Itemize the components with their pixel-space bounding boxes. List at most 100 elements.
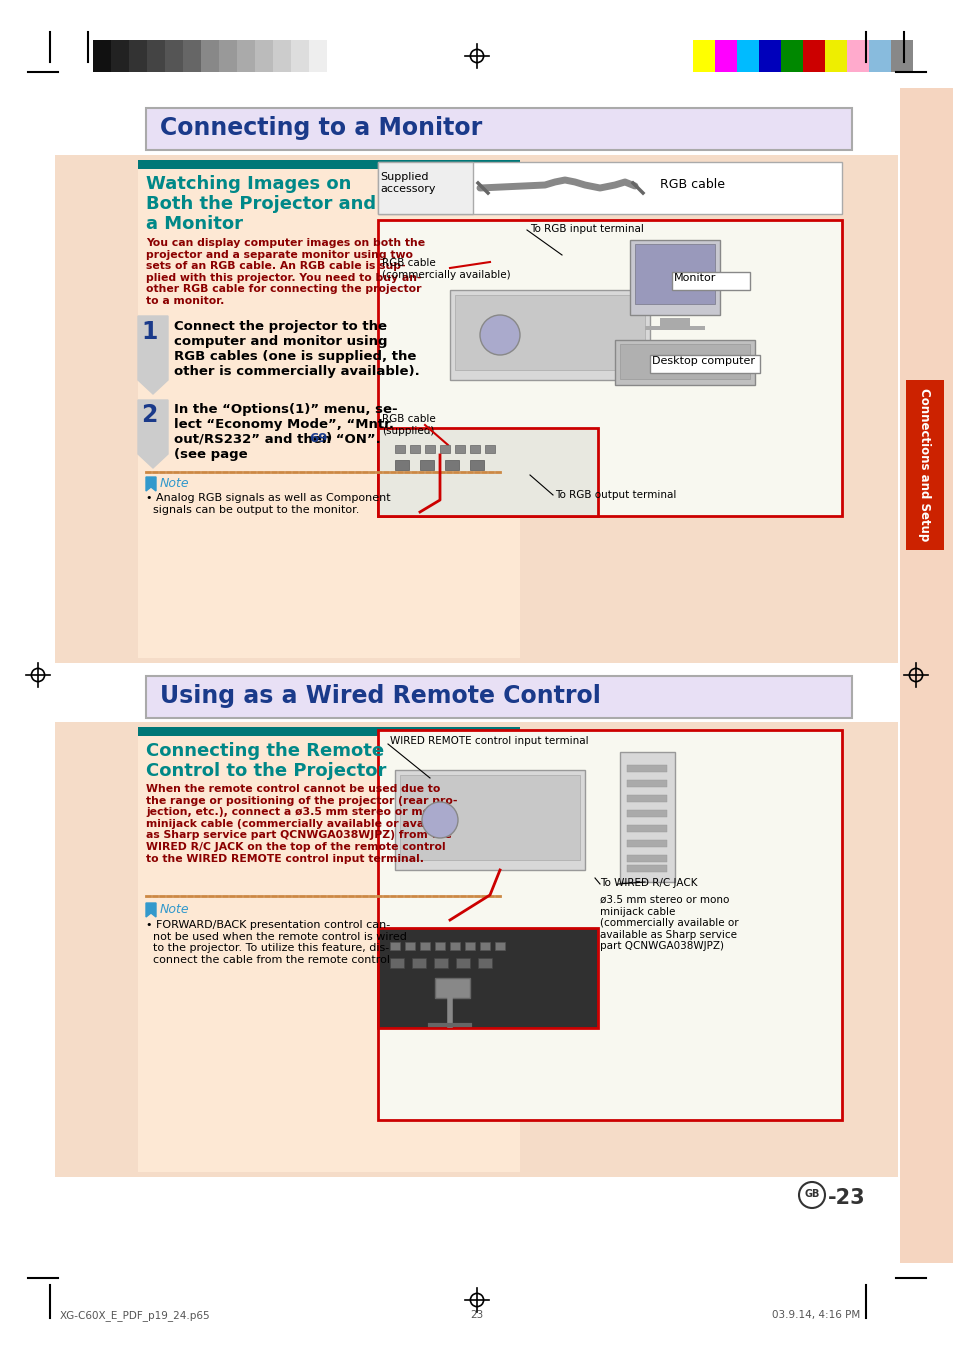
Bar — [905, 380, 943, 550]
Bar — [219, 41, 236, 72]
Bar — [138, 159, 519, 658]
Text: Desktop computer: Desktop computer — [651, 357, 754, 366]
Text: ø3.5 mm stereo or mono
minijack cable
(commercially available or
available as Sh: ø3.5 mm stereo or mono minijack cable (c… — [599, 894, 738, 951]
Bar — [395, 444, 405, 453]
Text: 23: 23 — [470, 1310, 483, 1320]
Polygon shape — [146, 902, 156, 917]
Circle shape — [421, 802, 457, 838]
Bar — [470, 444, 479, 453]
Text: -23: -23 — [827, 1188, 864, 1208]
Bar — [692, 41, 714, 72]
Bar — [626, 825, 666, 832]
Bar — [635, 245, 714, 304]
Bar — [377, 928, 598, 1028]
Text: Connecting to a Monitor: Connecting to a Monitor — [160, 116, 482, 141]
Polygon shape — [138, 316, 168, 394]
Text: 2: 2 — [141, 403, 157, 427]
Bar — [395, 770, 584, 870]
Bar — [455, 295, 644, 370]
Bar — [291, 41, 309, 72]
Bar — [55, 721, 897, 1177]
Bar — [309, 41, 327, 72]
Text: 69: 69 — [309, 432, 327, 444]
Bar — [824, 41, 846, 72]
Text: RGB cable
(commercially available): RGB cable (commercially available) — [381, 258, 510, 280]
Bar — [649, 355, 760, 373]
Text: To WIRED R/C JACK: To WIRED R/C JACK — [599, 878, 697, 888]
Bar — [419, 459, 434, 470]
Bar — [629, 240, 720, 315]
Bar — [129, 41, 147, 72]
Bar — [273, 41, 291, 72]
Bar — [165, 41, 183, 72]
Bar — [644, 326, 704, 330]
Bar — [484, 444, 495, 453]
Bar — [759, 41, 781, 72]
Bar — [410, 444, 419, 453]
Bar — [412, 958, 426, 969]
Bar — [868, 41, 890, 72]
Bar — [626, 840, 666, 847]
Text: GB: GB — [803, 1189, 819, 1198]
Bar — [846, 41, 868, 72]
Text: RGB cable
(supplied): RGB cable (supplied) — [381, 413, 436, 435]
Bar — [615, 340, 754, 385]
Bar — [456, 958, 470, 969]
Text: To RGB input terminal: To RGB input terminal — [530, 224, 643, 234]
Text: XG-C60X_E_PDF_p19_24.p65: XG-C60X_E_PDF_p19_24.p65 — [60, 1310, 211, 1321]
Bar — [419, 942, 430, 950]
Bar — [405, 942, 415, 950]
Bar — [183, 41, 201, 72]
Bar — [619, 345, 749, 380]
Bar — [479, 942, 490, 950]
Bar — [619, 753, 675, 882]
Bar — [146, 676, 851, 717]
Text: In the “Options(1)” menu, se-
lect “Economy Mode”, “Mntr.
out/RS232” and then “O: In the “Options(1)” menu, se- lect “Econ… — [173, 403, 397, 461]
Text: Using as a Wired Remote Control: Using as a Wired Remote Control — [160, 684, 600, 708]
Bar — [477, 958, 492, 969]
Text: a Monitor: a Monitor — [146, 215, 243, 232]
Text: 03.9.14, 4:16 PM: 03.9.14, 4:16 PM — [771, 1310, 859, 1320]
Bar — [714, 41, 737, 72]
Bar — [146, 108, 851, 150]
Bar — [377, 162, 473, 213]
Text: Control to the Projector: Control to the Projector — [146, 762, 386, 780]
Text: Both the Projector and: Both the Projector and — [146, 195, 375, 213]
Bar — [439, 444, 450, 453]
Bar — [147, 41, 165, 72]
Bar — [55, 155, 897, 663]
Bar — [781, 41, 802, 72]
Bar — [890, 41, 912, 72]
Text: Note: Note — [160, 477, 190, 490]
Bar — [138, 727, 519, 1173]
Bar — [201, 41, 219, 72]
Bar — [659, 317, 689, 326]
Bar — [626, 765, 666, 771]
Bar — [626, 855, 666, 862]
Bar — [626, 794, 666, 802]
Bar — [899, 88, 953, 1263]
Text: 1: 1 — [141, 320, 157, 345]
Bar — [377, 730, 841, 1120]
Bar — [395, 459, 409, 470]
Bar — [455, 444, 464, 453]
Circle shape — [479, 315, 519, 355]
Bar — [435, 978, 470, 998]
Text: To RGB output terminal: To RGB output terminal — [555, 490, 676, 500]
Bar — [626, 865, 666, 871]
Text: Connect the projector to the
computer and monitor using
RGB cables (one is suppl: Connect the projector to the computer an… — [173, 320, 419, 378]
Bar — [236, 41, 254, 72]
Bar — [327, 41, 345, 72]
Text: .): .) — [322, 432, 333, 444]
Bar — [671, 272, 749, 290]
Text: • FORWARD/BACK presentation control can-
  not be used when the remote control i: • FORWARD/BACK presentation control can-… — [146, 920, 406, 965]
Polygon shape — [138, 400, 168, 467]
Bar — [138, 159, 519, 169]
Bar — [377, 220, 841, 516]
Bar — [399, 775, 579, 861]
Text: When the remote control cannot be used due to
the range or positioning of the pr: When the remote control cannot be used d… — [146, 784, 457, 863]
Bar — [450, 942, 459, 950]
Bar — [802, 41, 824, 72]
Text: Connecting the Remote: Connecting the Remote — [146, 742, 384, 761]
Text: Supplied
accessory: Supplied accessory — [379, 172, 435, 193]
